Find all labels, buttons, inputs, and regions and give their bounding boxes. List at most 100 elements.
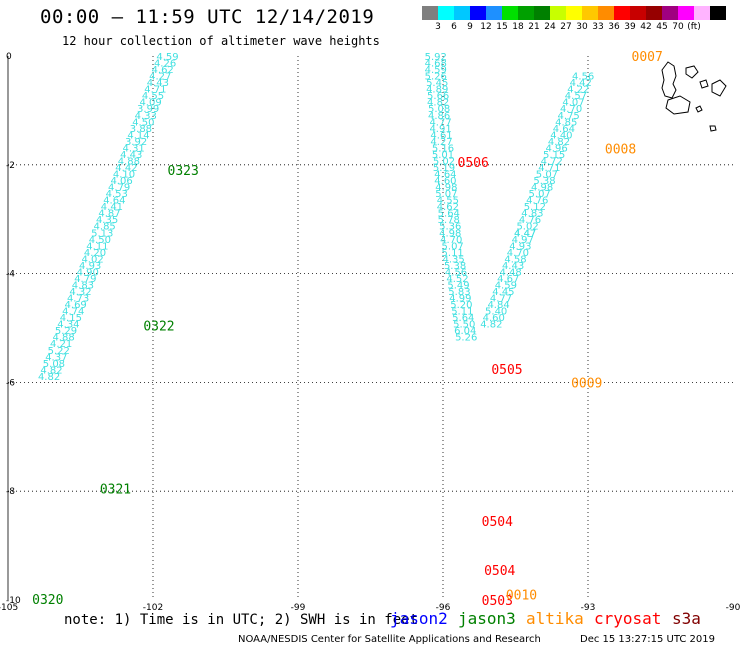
wave-height-value: 5.83: [448, 287, 470, 298]
wave-height-value: 4.27: [149, 72, 171, 83]
y-tick-label: 0: [6, 52, 12, 62]
wave-height-value: 4.48: [500, 267, 522, 278]
wave-height-value: 4.02: [81, 254, 103, 265]
wave-height-value: 4.89: [426, 85, 448, 96]
wave-height-value: 5.50: [453, 320, 475, 331]
wave-height-value: 5.08: [428, 104, 450, 115]
color-swatch: [550, 6, 566, 20]
wave-height-value: 4.62: [152, 65, 174, 76]
color-swatch: [438, 6, 454, 20]
wave-height-value: 4.59: [156, 52, 178, 63]
wave-height-value: 4.56: [445, 267, 467, 278]
wave-height-value: 5.26: [425, 72, 447, 83]
wave-height-value: 5.38: [444, 261, 466, 272]
pass-time-label: 0323: [168, 164, 199, 179]
wave-height-value: 4.47: [514, 228, 536, 239]
color-scale-label: 15: [496, 22, 508, 32]
wave-height-value: 5.08: [43, 359, 65, 370]
x-tick-label: -96: [436, 603, 451, 610]
wave-height-value: 5.07: [442, 241, 464, 252]
wave-height-value: 4.88: [118, 156, 140, 167]
wave-height-value: 4.64: [553, 124, 575, 135]
wave-height-value: 5.22: [48, 346, 70, 357]
island-outline: [711, 79, 727, 97]
pass-time-label: 0506: [458, 156, 489, 171]
wave-height-value: 4.42: [115, 163, 137, 174]
legend-note: note: 1) Time is in UTC; 2) SWH is in fe…: [64, 612, 419, 628]
color-scale-label: 30: [576, 22, 588, 32]
wave-height-value: 4.79: [74, 274, 96, 285]
wave-height-value: 5.66: [427, 91, 449, 102]
color-scale-label: 12: [480, 22, 492, 32]
wave-height-value: 4.21: [50, 339, 72, 350]
wave-height-value: 5.26: [455, 333, 477, 344]
wave-height-value: 4.71: [144, 85, 166, 96]
wave-height-value: 4.20: [84, 248, 106, 259]
wave-height-value: 4.84: [487, 300, 509, 311]
wave-height-value: 4.70: [440, 235, 462, 246]
wave-height-value: 4.70: [560, 104, 582, 115]
wave-height-value: 5.07: [529, 189, 551, 200]
wave-height-value: 4.88: [52, 333, 74, 344]
color-swatch: [598, 6, 614, 20]
wave-height-value: 4.64: [434, 170, 456, 181]
pass-time-label: 0320: [32, 593, 63, 608]
wave-height-value: 4.98: [435, 183, 457, 194]
wave-height-value: 5.20: [450, 300, 472, 311]
wave-height-value: 5.64: [438, 209, 460, 220]
wave-height-value: 4.98: [531, 183, 553, 194]
wave-height-value: 4.53: [106, 189, 128, 200]
wave-height-value: 4.73: [67, 294, 89, 305]
wave-height-value: 5.38: [533, 176, 555, 187]
color-scale-label: 42: [640, 22, 652, 32]
pass-time-label: 0504: [484, 564, 515, 579]
x-tick-label: -102: [143, 603, 163, 610]
wave-height-value: 4.86: [428, 111, 450, 122]
wave-height-value: 4.15: [60, 313, 82, 324]
wave-height-value: 4.14: [127, 130, 149, 141]
wave-height-value: 5.11: [451, 307, 473, 318]
wave-height-value: 5.02: [516, 222, 538, 233]
color-scale-label: 21: [528, 22, 540, 32]
wave-height-value: 4.59: [425, 65, 447, 76]
island-outline: [699, 79, 709, 89]
y-tick-label: -4: [6, 270, 15, 280]
wave-height-value: 4.27: [430, 137, 452, 148]
wave-height-value: 3.99: [137, 104, 159, 115]
y-tick-label: -6: [6, 378, 15, 388]
wave-height-value: 4.77: [429, 117, 451, 128]
wave-height-value: 4.34: [57, 320, 79, 331]
color-swatch: [454, 6, 470, 20]
wave-height-value: 5.36: [439, 222, 461, 233]
pass-time-label: 0322: [143, 319, 174, 334]
satellite-legend-altika: altika: [526, 609, 584, 628]
wave-height-value: 4.82: [427, 98, 449, 109]
wave-height-value: 4.71: [538, 163, 560, 174]
wave-height-value: 4.60: [434, 176, 456, 187]
wave-height-value: 5.16: [432, 143, 454, 154]
wave-height-value: 4.41: [101, 202, 123, 213]
wave-height-value: 4.50: [89, 235, 111, 246]
color-swatch: [470, 6, 486, 20]
color-swatch: [486, 6, 502, 20]
page-title: 00:00 — 11:59 UTC 12/14/2019: [40, 6, 375, 28]
wave-height-value: 4.76: [519, 215, 541, 226]
wave-height-value: 4.93: [509, 241, 531, 252]
color-scale-label: 33: [592, 22, 604, 32]
satellite-legend-jason2: jason2: [390, 609, 448, 628]
wave-height-value: 4.82: [548, 137, 570, 148]
wave-height-value: 4.40: [550, 130, 572, 141]
island-outline: [685, 65, 699, 79]
wave-height-value: 4.91: [429, 124, 451, 135]
wave-height-value: 4.93: [79, 261, 101, 272]
wave-height-value: 4.96: [545, 143, 567, 154]
wave-height-value: 5.15: [543, 150, 565, 161]
color-swatch: [678, 6, 694, 20]
page-subtitle: 12 hour collection of altimeter wave hei…: [62, 34, 380, 48]
wave-height-value: 4.09: [139, 98, 161, 109]
altimeter-map: -105-102-99-96-93-900-2-4-6-8-104.594.26…: [0, 50, 740, 610]
wave-height-value: 5.02: [433, 156, 455, 167]
wave-height-value: 5.64: [452, 313, 474, 324]
pass-time-label: 0009: [571, 376, 602, 391]
y-tick-label: -2: [6, 161, 15, 171]
